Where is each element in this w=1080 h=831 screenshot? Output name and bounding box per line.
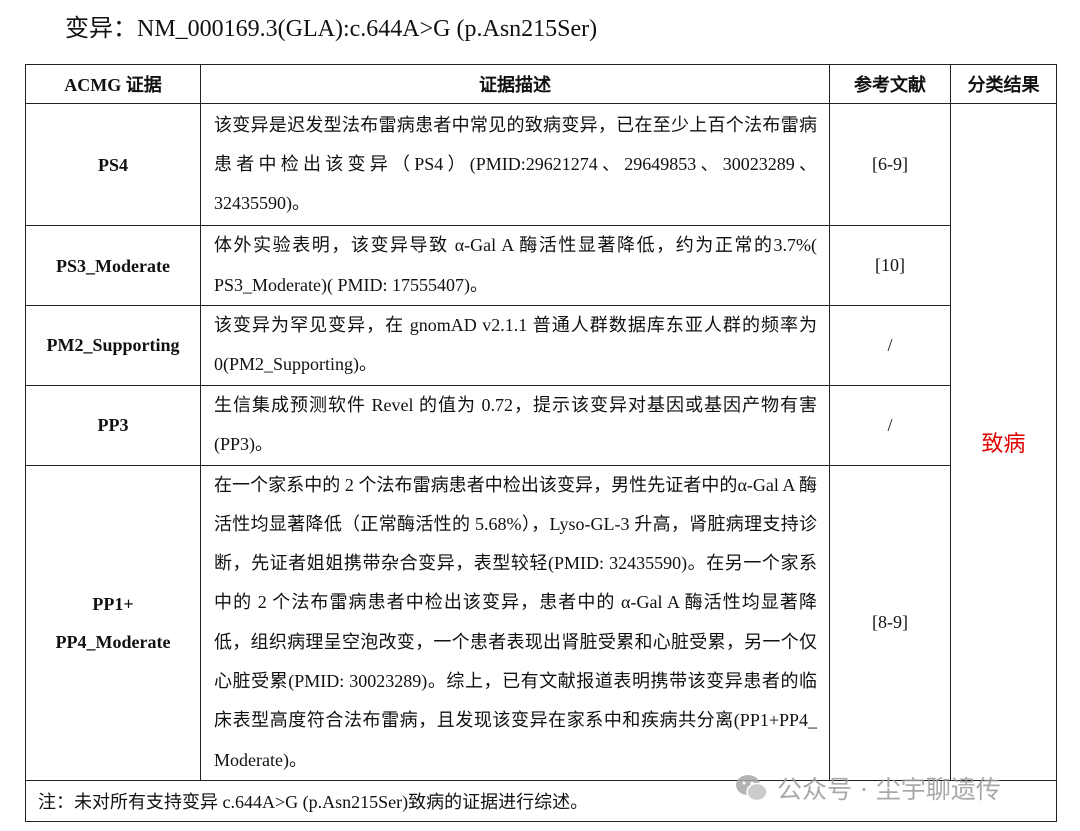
evidence-description: 在一个家系中的 2 个法布雷病患者中检出该变异，男性先证者中的α-Gal A 酶…	[200, 464, 830, 781]
reference: [6-9]	[829, 103, 951, 226]
evidence-code: PS3_Moderate	[25, 225, 201, 306]
evidence-description: 该变异是迟发型法布雷病患者中常见的致病变异，已在至少上百个法布雷病患者中检出该变…	[200, 103, 830, 226]
wechat-icon	[736, 775, 768, 802]
table-row: PM2_Supporting 该变异为罕见变异，在 gnomAD v2.1.1 …	[25, 305, 1057, 386]
evidence-description: 生信集成预测软件 Revel 的值为 0.72，提示该变异对基因或基因产物有害(…	[200, 384, 830, 466]
table-header-row: ACMG 证据 证据描述 参考文献 分类结果	[25, 64, 1057, 104]
evidence-code: PP3	[25, 384, 201, 466]
watermark-text: 公众号 · 尘宇聊遗传	[777, 775, 1001, 804]
classification-result: 致病	[950, 103, 1057, 781]
acmg-evidence-table: ACMG 证据 证据描述 参考文献 分类结果 PS4 该变异是迟发型法布雷病患者…	[25, 64, 1057, 822]
reference: [8-9]	[829, 464, 951, 781]
reference: [10]	[829, 225, 951, 306]
header-description: 证据描述	[200, 64, 830, 104]
header-acmg-evidence: ACMG 证据	[25, 64, 201, 104]
reference: /	[829, 384, 951, 466]
watermark: 公众号 · 尘宇聊遗传	[735, 770, 1001, 806]
evidence-code: PP1+ PP4_Moderate	[25, 464, 201, 781]
table-row: PS3_Moderate 体外实验表明，该变异导致 α-Gal A 酶活性显著降…	[25, 225, 1057, 306]
header-references: 参考文献	[829, 64, 951, 104]
table-row: PP1+ PP4_Moderate 在一个家系中的 2 个法布雷病患者中检出该变…	[25, 464, 1057, 781]
evidence-description: 体外实验表明，该变异导致 α-Gal A 酶活性显著降低，约为正常的3.7%( …	[200, 225, 830, 306]
reference: /	[829, 305, 951, 386]
evidence-code: PS4	[25, 103, 201, 226]
table-row: PS4 该变异是迟发型法布雷病患者中常见的致病变异，已在至少上百个法布雷病患者中…	[25, 103, 1057, 781]
table-row: PP3 生信集成预测软件 Revel 的值为 0.72，提示该变异对基因或基因产…	[25, 384, 1057, 466]
table-note: 注：未对所有支持变异 c.644A>G (p.Asn215Ser)致病的证据进行…	[25, 779, 1057, 822]
evidence-code-line-1: PP1+	[92, 593, 134, 614]
table-note-row: 注：未对所有支持变异 c.644A>G (p.Asn215Ser)致病的证据进行…	[25, 779, 1057, 822]
evidence-code: PM2_Supporting	[25, 305, 201, 386]
header-classification: 分类结果	[950, 64, 1057, 104]
evidence-description: 该变异为罕见变异，在 gnomAD v2.1.1 普通人群数据库东亚人群的频率为…	[200, 305, 830, 386]
evidence-code-line-2: PP4_Moderate	[55, 631, 171, 652]
variant-title: 变异：NM_000169.3(GLA):c.644A>G (p.Asn215Se…	[65, 16, 598, 42]
